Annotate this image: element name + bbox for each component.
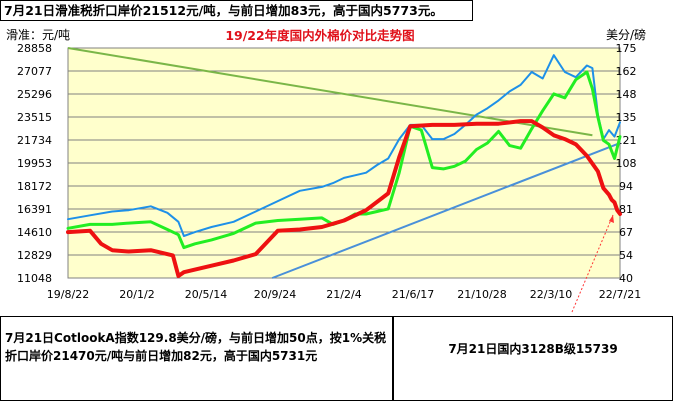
x-tick-label: 21/10/28 bbox=[457, 288, 506, 301]
annotation-slide-tariff: 7月21日滑准税折口岸价21512元/吨，与前日增加83元，高于国内5773元。 bbox=[0, 0, 473, 21]
right-tick-label: 81 bbox=[619, 203, 633, 216]
x-tick-label: 22/7/21 bbox=[599, 288, 641, 301]
annotation-domestic: 7月21日国内3128B级15739 bbox=[393, 316, 673, 401]
right-tick-label: 162 bbox=[616, 65, 637, 78]
left-tick-label: 18172 bbox=[17, 180, 52, 193]
left-tick-label: 27077 bbox=[17, 65, 52, 78]
left-tick-label: 12829 bbox=[17, 249, 52, 262]
annotation-arrowhead bbox=[609, 215, 614, 223]
right-tick-label: 94 bbox=[619, 180, 633, 193]
right-axis-label: 美分/磅 bbox=[606, 27, 646, 42]
right-tick-label: 54 bbox=[619, 249, 633, 262]
left-axis-ticks: 11048 12829 14610 16391 18172 19953 21734 23515… bbox=[17, 42, 52, 285]
left-tick-label: 21734 bbox=[17, 134, 52, 147]
left-tick-label: 11048 bbox=[17, 272, 52, 285]
left-tick-label: 23515 bbox=[17, 111, 52, 124]
left-tick-label: 28858 bbox=[17, 42, 52, 55]
data-series bbox=[66, 54, 622, 278]
left-tick-label: 14610 bbox=[17, 226, 52, 239]
x-tick-label: 22/3/10 bbox=[530, 288, 572, 301]
right-tick-label: 135 bbox=[616, 111, 637, 124]
right-tick-label: 175 bbox=[616, 42, 637, 55]
trendlines bbox=[67, 47, 621, 279]
left-tick-label: 19953 bbox=[17, 157, 52, 170]
trendline bbox=[271, 142, 621, 279]
annotation-cotlook: 7月21日CotlookA指数129.8美分/磅，与前日增加50点，按1%关税折… bbox=[0, 316, 393, 401]
x-tick-label: 19/8/22 bbox=[47, 288, 89, 301]
annotation-arrow bbox=[571, 214, 614, 313]
right-tick-label: 108 bbox=[616, 157, 637, 170]
x-tick-label: 21/6/17 bbox=[392, 288, 434, 301]
series-line bbox=[66, 119, 622, 278]
x-tick-label: 20/9/24 bbox=[254, 288, 296, 301]
x-tick-label: 20/5/14 bbox=[185, 288, 227, 301]
x-axis-ticks: 19/8/22 20/1/2 20/5/14 20/9/24 21/2/4 21/6/17… bbox=[47, 288, 641, 301]
right-tick-label: 67 bbox=[619, 226, 633, 239]
left-tick-label: 16391 bbox=[17, 203, 52, 216]
left-axis-label: 滑准：元/吨 bbox=[6, 28, 70, 42]
right-tick-label: 148 bbox=[616, 88, 637, 101]
left-tick-label: 25296 bbox=[17, 88, 52, 101]
x-tick-label: 21/2/4 bbox=[326, 288, 361, 301]
grid-lines bbox=[68, 70, 620, 256]
right-tick-label: 40 bbox=[619, 272, 633, 285]
x-tick-label: 20/1/2 bbox=[119, 288, 154, 301]
trendline bbox=[67, 47, 593, 137]
chart-title: 19/22年度国内外棉价对比走势图 bbox=[225, 28, 414, 43]
